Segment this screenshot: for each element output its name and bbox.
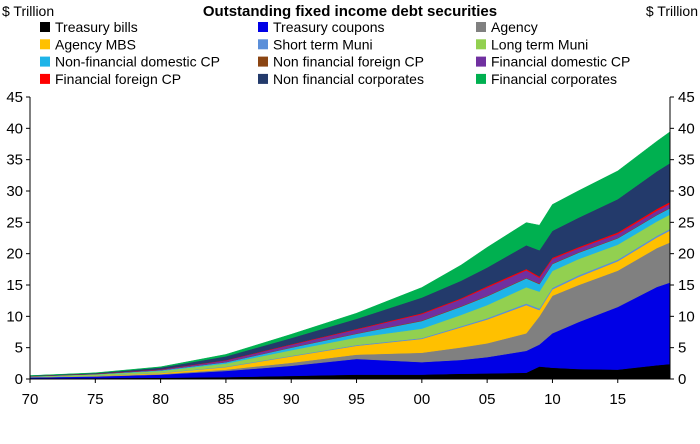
x-tick-label: 90	[283, 391, 300, 408]
legend-entry-non-financial-domestic-cp: Non-financial domestic CP	[40, 54, 220, 70]
legend-swatch	[258, 73, 268, 84]
x-tick-label: 00	[413, 391, 430, 408]
legend-swatch	[258, 56, 268, 67]
legend-entry-financial-foreign-cp: Financial foreign CP	[40, 71, 181, 87]
legend-swatch	[258, 39, 268, 50]
y-tick-label-left: 45	[6, 89, 23, 106]
legend-entry-agency: Agency	[476, 19, 538, 35]
legend-label: Short term Muni	[273, 36, 373, 52]
y-tick-label-right: 35	[678, 152, 695, 169]
y-tick-label-right: 5	[678, 340, 686, 357]
x-tick-label: 80	[152, 391, 169, 408]
legend-swatch	[40, 56, 50, 67]
y-tick-label-right: 0	[678, 371, 686, 388]
chart-title: Outstanding fixed income debt securities	[203, 3, 497, 20]
legend-entry-non-financial-foreign-cp: Non financial foreign CP	[258, 54, 424, 70]
y-axis-label-right: $ Trillion	[646, 3, 698, 19]
x-tick-label: 70	[22, 391, 39, 408]
legend-label: Non financial corporates	[273, 71, 424, 87]
y-tick-label-right: 10	[678, 308, 695, 325]
legend-entry-financial-domestic-cp: Financial domestic CP	[476, 54, 630, 70]
x-tick-label: 10	[544, 391, 561, 408]
legend-entry-non-financial-corporates: Non financial corporates	[258, 71, 424, 87]
legend-swatch	[258, 22, 268, 32]
legend-swatch	[40, 22, 50, 32]
y-tick-label-right: 20	[678, 246, 695, 263]
legend-label: Treasury coupons	[273, 19, 385, 35]
legend-swatch	[40, 73, 50, 84]
legend: Treasury bills Treasury coupons Agency Agen…	[40, 19, 630, 87]
legend-label: Non-financial domestic CP	[55, 54, 220, 70]
legend-entry-financial-corporates: Financial corporates	[476, 71, 617, 87]
stacked-areas	[29, 131, 671, 380]
legend-label: Non financial foreign CP	[273, 54, 424, 70]
legend-entry-treasury-bills: Treasury bills	[40, 19, 138, 35]
x-tick-label: 15	[609, 391, 626, 408]
x-tick-label: 05	[479, 391, 496, 408]
y-tick-label-right: 15	[678, 277, 695, 294]
y-tick-label-right: 45	[678, 89, 695, 106]
y-tick-label-left: 15	[6, 277, 23, 294]
legend-label: Financial corporates	[491, 71, 617, 87]
legend-entry-short-term-muni: Short term Muni	[258, 36, 373, 52]
legend-swatch	[40, 39, 50, 50]
legend-label: Agency	[491, 19, 538, 35]
legend-label: Financial foreign CP	[55, 71, 181, 87]
x-tick-label: 85	[218, 391, 235, 408]
y-tick-label-left: 25	[6, 214, 23, 231]
legend-swatch	[476, 56, 486, 67]
y-tick-label-left: 20	[6, 246, 23, 263]
y-tick-label-right: 25	[678, 214, 695, 231]
y-tick-label-left: 40	[6, 120, 23, 137]
legend-swatch	[476, 22, 486, 32]
legend-label: Long term Muni	[491, 36, 588, 52]
y-tick-label-right: 40	[678, 120, 695, 137]
y-tick-label-left: 10	[6, 308, 23, 325]
legend-entry-agency-mbs: Agency MBS	[40, 36, 136, 52]
y-tick-label-left: 5	[15, 340, 23, 357]
legend-entry-long-term-muni: Long term Muni	[476, 36, 588, 52]
legend-label: Financial domestic CP	[491, 54, 630, 70]
y-tick-label-left: 30	[6, 183, 23, 200]
y-tick-label-left: 0	[15, 371, 23, 388]
y-tick-label-right: 30	[678, 183, 695, 200]
y-axis-label-left: $ Trillion	[2, 3, 54, 19]
legend-entry-treasury-coupons: Treasury coupons	[258, 19, 385, 35]
y-tick-label-left: 35	[6, 152, 23, 169]
x-tick-label: 95	[348, 391, 365, 408]
legend-label: Agency MBS	[55, 36, 136, 52]
legend-swatch	[476, 39, 486, 50]
legend-swatch	[476, 73, 486, 84]
legend-label: Treasury bills	[55, 19, 138, 35]
x-tick-label: 75	[87, 391, 104, 408]
